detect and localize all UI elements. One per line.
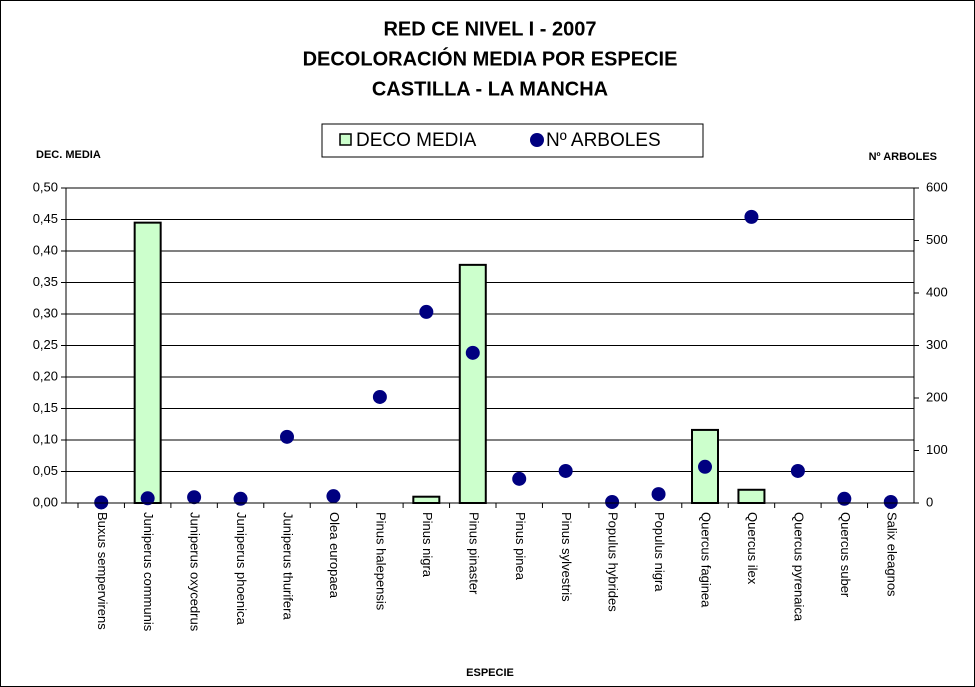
x-tick-label: Populus hybrides (606, 512, 621, 612)
x-tick-label: Pinus pinea (513, 512, 528, 581)
bar (412, 495, 441, 505)
point (744, 209, 759, 224)
point (883, 494, 898, 509)
point (698, 459, 712, 474)
x-tick-label: Quercus ilex (745, 512, 760, 585)
y2-tick-label: 300 (926, 337, 948, 352)
point (651, 487, 666, 502)
y2-tick-label: 500 (926, 232, 948, 247)
point (605, 494, 620, 509)
x-tick-label: Quercus pyrenaica (791, 512, 806, 622)
y-tick-label: 0,25 (33, 337, 58, 352)
x-tick-label: Olea europaea (327, 512, 342, 599)
x-tick-label: Pinus nigra (420, 512, 435, 578)
y-tick-label: 0,45 (33, 211, 58, 226)
legend-label: Nº ARBOLES (546, 130, 661, 151)
x-tick-label: Pinus sylvestris (559, 512, 574, 602)
y-tick-label: 0,35 (33, 274, 58, 289)
legend-marker (339, 133, 352, 146)
x-tick-label: Juniperus thurifera (281, 512, 296, 620)
x-tick-label: Buxus sempervirens (95, 512, 110, 630)
x-tick-label: Salix eleagnos (884, 512, 899, 597)
point (558, 463, 573, 478)
y-tick-label: 0,15 (33, 400, 58, 415)
point (94, 495, 109, 510)
y2-tick-label: 100 (926, 442, 948, 457)
point (187, 490, 202, 505)
point (326, 489, 341, 504)
chart-title: CASTILLA - LA MANCHA (372, 78, 608, 100)
point (233, 491, 248, 506)
x-tick-label: Populus nigra (652, 512, 667, 592)
y2-tick-label: 600 (926, 179, 948, 194)
chart-title: RED CE NIVEL I - 2007 (383, 18, 596, 40)
bar (458, 263, 487, 504)
y-tick-label: 0,00 (33, 494, 58, 509)
point (837, 491, 852, 506)
legend-marker (530, 133, 544, 147)
x-tick-label: Pinus halepensis (373, 512, 388, 611)
y-tick-label: 0,40 (33, 242, 58, 257)
chart-title: DECOLORACIÓN MEDIA POR ESPECIE (303, 46, 678, 70)
x-axis-title: ESPECIE (466, 667, 514, 679)
y-tick-label: 0,05 (33, 463, 58, 478)
point (280, 429, 294, 444)
x-tick-label: Pinus pinaster (466, 512, 481, 595)
y2-axis-title: Nº ARBOLES (869, 151, 937, 163)
y-axis-title: DEC. MEDIA (36, 149, 101, 161)
y2-tick-label: 400 (926, 284, 948, 299)
point (419, 304, 434, 319)
x-tick-label: Quercus faginea (699, 512, 714, 608)
point (790, 463, 805, 478)
bar (133, 221, 162, 504)
y-tick-label: 0,30 (33, 305, 58, 320)
point (372, 389, 387, 404)
x-tick-label: Juniperus phoenica (234, 512, 249, 626)
point (512, 471, 527, 486)
y2-tick-label: 0 (926, 494, 933, 509)
bar (737, 488, 766, 504)
point (140, 491, 155, 506)
point (465, 345, 480, 360)
x-tick-label: Quercus suber (838, 512, 853, 598)
x-tick-label: Juniperus communis (141, 512, 156, 632)
y-tick-label: 0,50 (33, 179, 58, 194)
y-tick-label: 0,20 (33, 368, 58, 383)
legend (321, 123, 704, 158)
x-tick-label: Juniperus oxycedrus (188, 512, 203, 632)
y2-tick-label: 200 (926, 389, 948, 404)
legend-label: DECO MEDIA (356, 130, 477, 151)
y-tick-label: 0,10 (33, 431, 58, 446)
